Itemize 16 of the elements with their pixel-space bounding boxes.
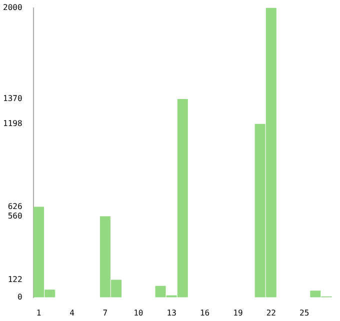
x-tick-label: 22 [266, 308, 276, 318]
x-tick-label: 25 [300, 308, 310, 318]
x-tick-label: 7 [102, 308, 108, 318]
y-tick-label: 2000 [3, 2, 22, 12]
y-tick-label: 1198 [3, 119, 22, 128]
x-tick-label: 10 [134, 308, 144, 318]
y-tick-label: 560 [8, 211, 22, 220]
x-tick-label: 4 [70, 308, 75, 318]
y-tick-label: 0 [17, 292, 22, 302]
y-tick-label: 122 [8, 274, 22, 284]
y-tick-label: 626 [8, 202, 22, 211]
x-tick-label: 16 [200, 308, 210, 318]
x-tick-label: 1 [36, 308, 42, 318]
y-tick-label: 1370 [3, 94, 22, 104]
x-tick-label: 19 [233, 308, 243, 318]
x-tick-label: 13 [166, 308, 177, 318]
